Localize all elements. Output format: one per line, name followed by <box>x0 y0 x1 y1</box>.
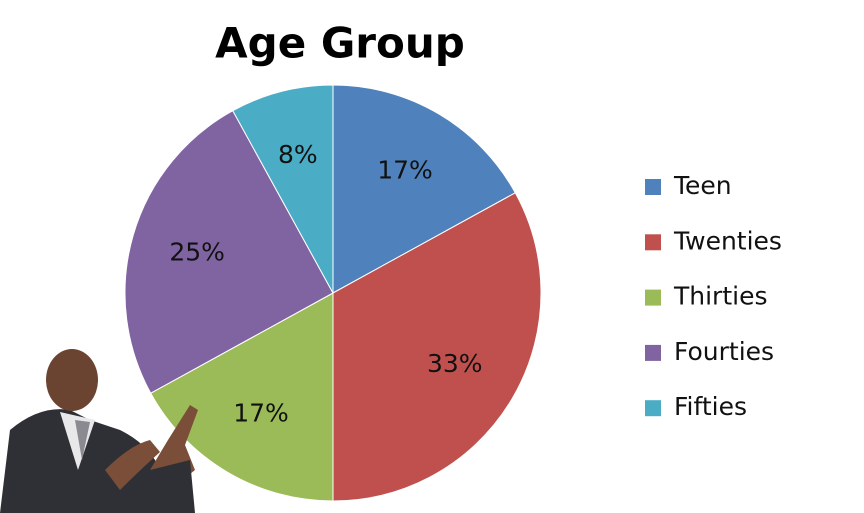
legend-swatch <box>645 344 661 361</box>
suit <box>0 409 175 513</box>
legend-swatch <box>645 179 661 195</box>
data-label: 17% <box>233 399 289 428</box>
head <box>46 349 98 411</box>
chart-title: Age Group <box>215 19 465 68</box>
legend-label: Thirties <box>673 282 768 311</box>
data-label: 25% <box>169 238 225 267</box>
data-label: 17% <box>377 155 433 184</box>
pie-slice <box>232 84 334 294</box>
pie-slice <box>332 84 516 294</box>
legend: Teen Twenties Thirties Fourties Fifties <box>645 171 782 421</box>
sleeve <box>140 460 195 513</box>
tie <box>75 420 90 460</box>
pie-slice <box>332 192 542 502</box>
data-label: 33% <box>427 349 483 378</box>
legend-label: Teen <box>673 171 732 200</box>
hand <box>105 440 160 490</box>
pie-slice <box>150 292 334 502</box>
pie-slice <box>124 110 334 394</box>
pie: 17% 33% 17% 25% 8% <box>124 84 542 502</box>
legend-swatch <box>645 289 661 306</box>
legend-label: Twenties <box>673 226 782 255</box>
data-label: 8% <box>278 140 318 169</box>
person-illustration <box>0 349 198 513</box>
legend-label: Fifties <box>674 392 747 421</box>
legend-label: Fourties <box>674 337 774 366</box>
legend-swatch <box>645 234 661 251</box>
legend-swatch <box>645 400 661 417</box>
